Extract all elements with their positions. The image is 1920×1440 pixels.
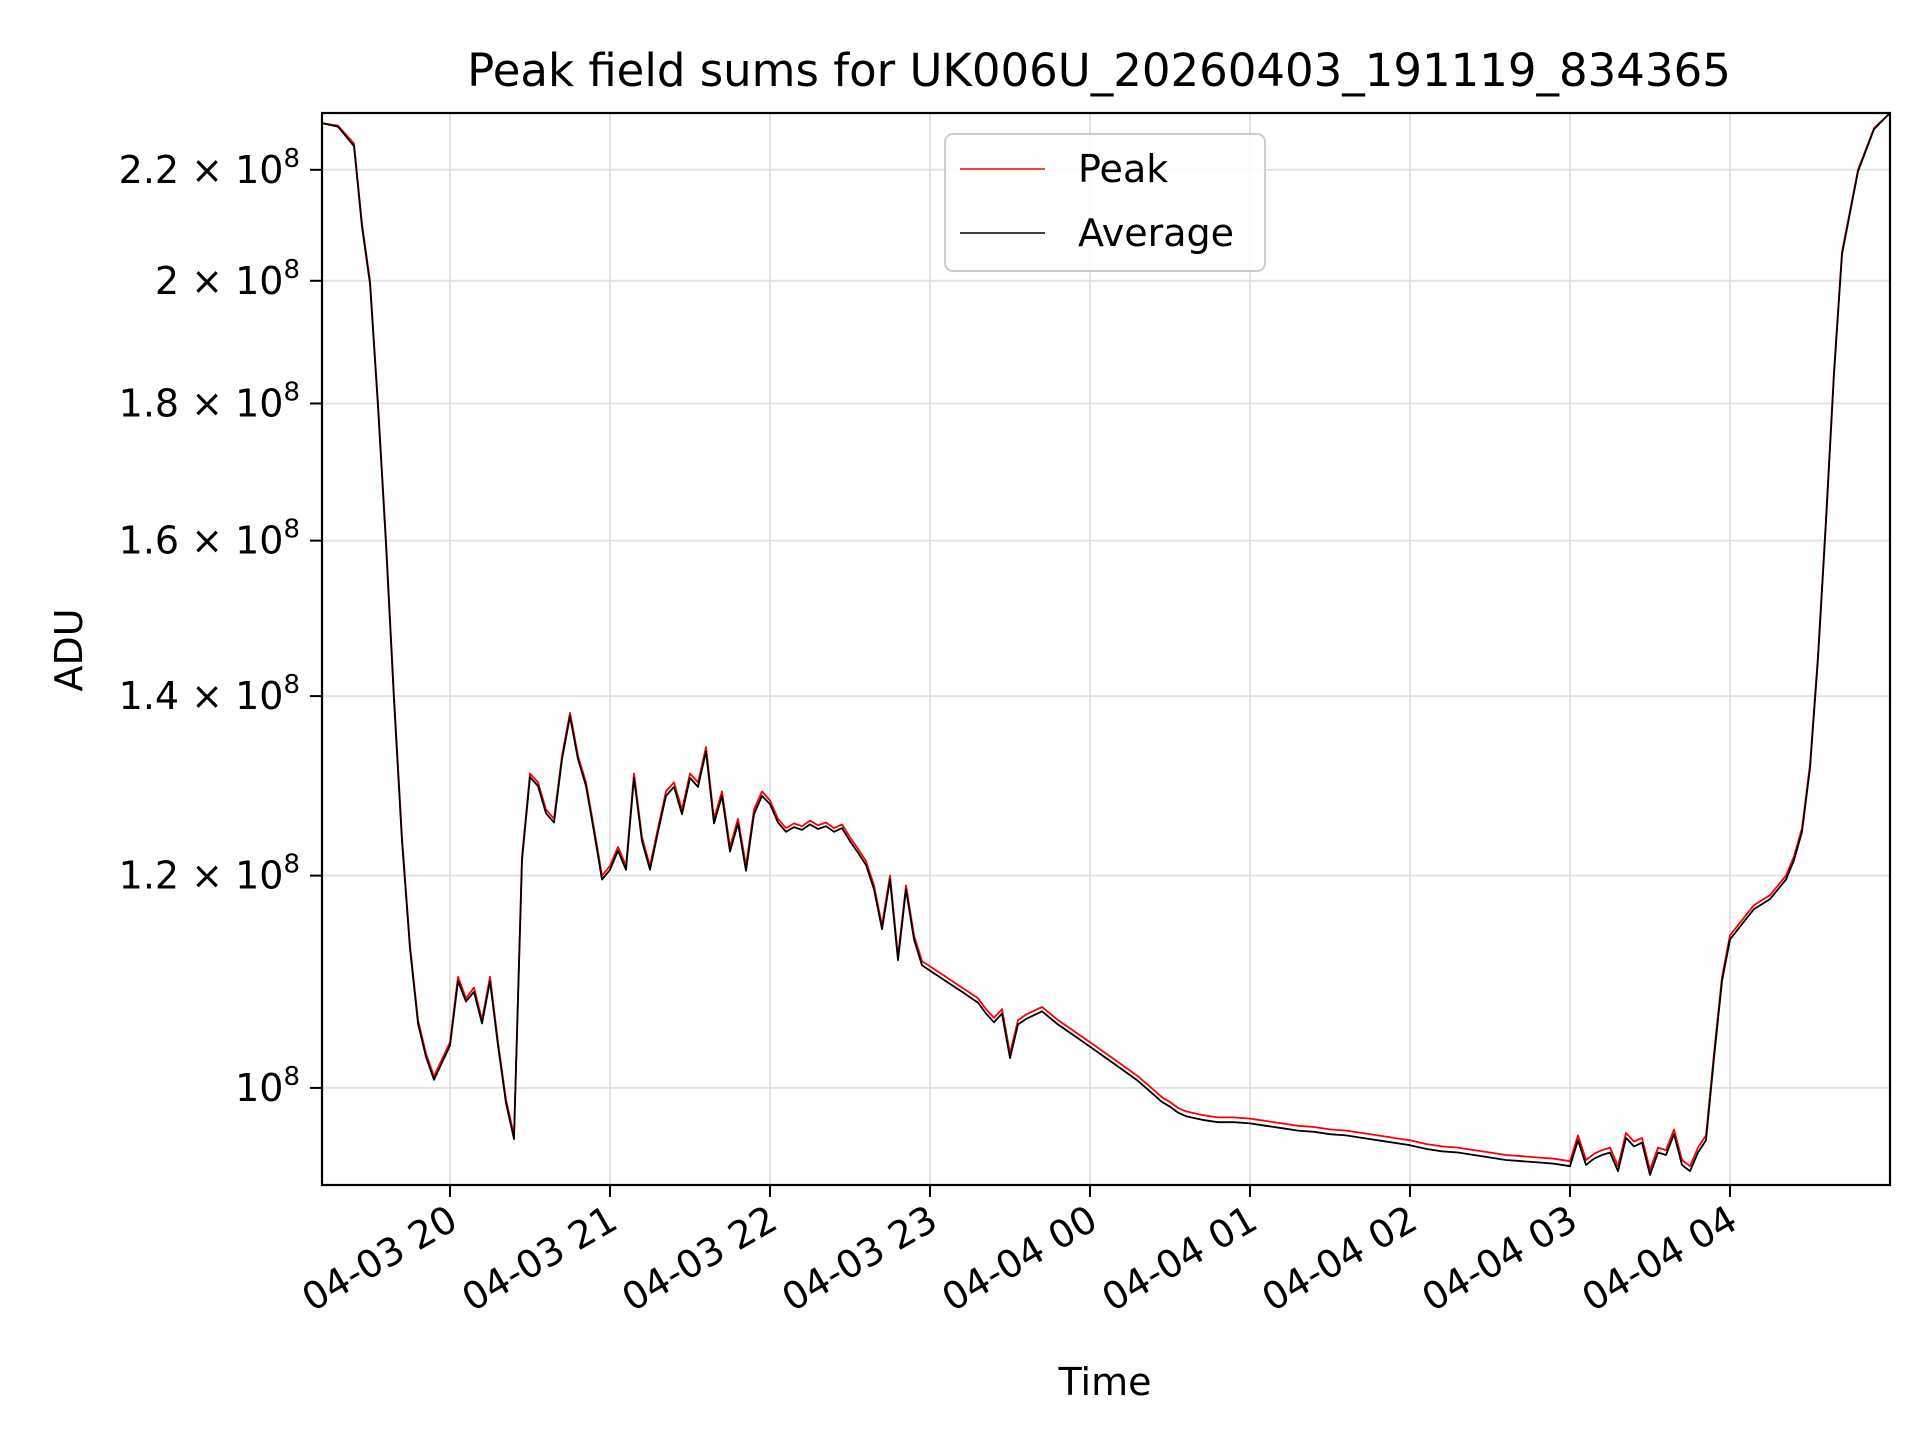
y-tick-label: 2 × 108 — [155, 255, 300, 303]
y-tick-label: 1.4 × 108 — [119, 670, 300, 718]
y-tick-label: 108 — [235, 1062, 300, 1110]
y-axis-ticks: 108 1.2 × 108 1.4 × 108 1.6 × 108 1.8 × 108 2… — [119, 144, 322, 1110]
y-axis-label: ADU — [47, 608, 91, 691]
y-tick-label: 2.2 × 108 — [119, 144, 300, 192]
series-line-peak — [321, 112, 1891, 1171]
y-tick-label: 1.2 × 108 — [119, 850, 300, 898]
x-axis-label: Time — [1058, 1360, 1152, 1404]
chart-title: Peak field sums for UK006U_20260403_1911… — [467, 44, 1731, 97]
legend-peak-label: Peak — [1078, 147, 1168, 191]
series-lines — [321, 112, 1891, 1176]
plot-frame — [320, 111, 1892, 1187]
grid — [322, 113, 1890, 1185]
y-tick-label: 1.8 × 108 — [119, 377, 300, 425]
legend-average-label: Average — [1078, 211, 1234, 255]
series-line-average — [321, 112, 1891, 1176]
y-tick-label: 1.6 × 108 — [119, 515, 300, 563]
legend: Peak Average — [944, 133, 1266, 272]
